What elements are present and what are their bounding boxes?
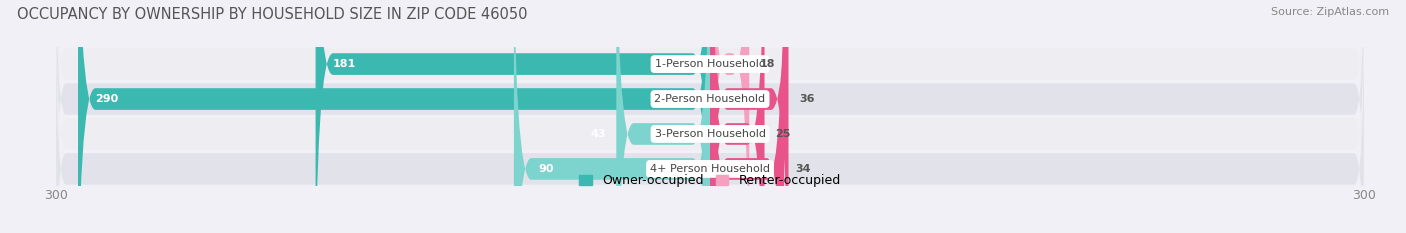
- Text: 4+ Person Household: 4+ Person Household: [650, 164, 770, 174]
- FancyBboxPatch shape: [710, 0, 785, 233]
- FancyBboxPatch shape: [79, 0, 710, 233]
- FancyBboxPatch shape: [710, 0, 789, 233]
- FancyBboxPatch shape: [710, 0, 749, 233]
- Text: 1-Person Household: 1-Person Household: [655, 59, 765, 69]
- Text: 3-Person Household: 3-Person Household: [655, 129, 765, 139]
- Text: Source: ZipAtlas.com: Source: ZipAtlas.com: [1271, 7, 1389, 17]
- Text: 43: 43: [591, 129, 606, 139]
- Text: 181: 181: [333, 59, 356, 69]
- Text: 2-Person Household: 2-Person Household: [654, 94, 766, 104]
- Text: 18: 18: [761, 59, 776, 69]
- FancyBboxPatch shape: [515, 0, 710, 233]
- Text: OCCUPANCY BY OWNERSHIP BY HOUSEHOLD SIZE IN ZIP CODE 46050: OCCUPANCY BY OWNERSHIP BY HOUSEHOLD SIZE…: [17, 7, 527, 22]
- Text: 25: 25: [776, 129, 790, 139]
- Text: 34: 34: [794, 164, 810, 174]
- Text: 290: 290: [96, 94, 118, 104]
- FancyBboxPatch shape: [56, 27, 1364, 233]
- FancyBboxPatch shape: [56, 0, 1364, 233]
- Text: 36: 36: [800, 94, 815, 104]
- Text: 90: 90: [538, 164, 554, 174]
- Legend: Owner-occupied, Renter-occupied: Owner-occupied, Renter-occupied: [579, 174, 841, 187]
- FancyBboxPatch shape: [56, 0, 1364, 233]
- FancyBboxPatch shape: [616, 0, 710, 233]
- FancyBboxPatch shape: [710, 0, 765, 233]
- FancyBboxPatch shape: [315, 0, 710, 233]
- FancyBboxPatch shape: [56, 0, 1364, 206]
